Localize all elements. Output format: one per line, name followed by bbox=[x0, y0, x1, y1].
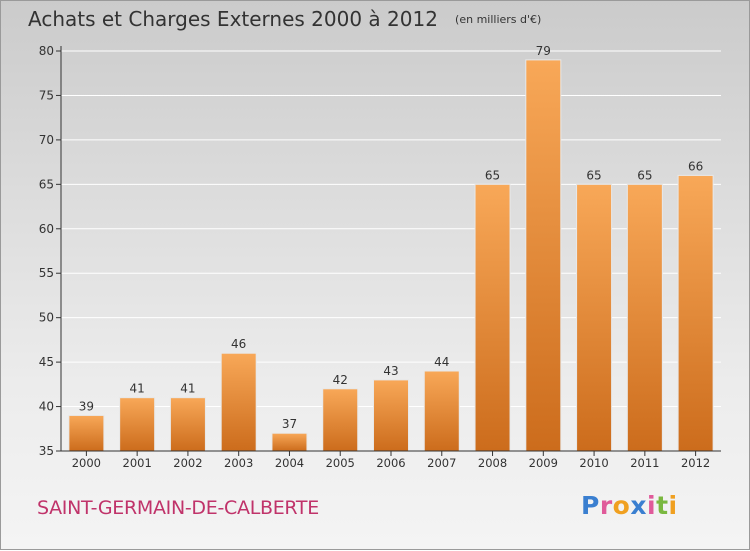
y-tick-label: 40 bbox=[39, 400, 54, 414]
bar bbox=[119, 397, 156, 452]
bar-value-label: 65 bbox=[485, 168, 500, 182]
x-tick-label: 2005 bbox=[326, 456, 355, 470]
bars-layer bbox=[68, 59, 714, 452]
bar-value-label: 43 bbox=[383, 364, 398, 378]
bar bbox=[576, 183, 613, 452]
bar bbox=[373, 379, 409, 452]
x-tick-label: 2012 bbox=[681, 456, 710, 470]
x-tick-label: 2010 bbox=[579, 456, 608, 470]
y-tick-label: 70 bbox=[39, 133, 54, 147]
logo-letter: i bbox=[647, 491, 657, 520]
bar bbox=[474, 183, 511, 452]
bar-value-label: 37 bbox=[282, 417, 297, 431]
grid-layer bbox=[61, 50, 721, 408]
logo-letter: P bbox=[581, 491, 600, 520]
bar bbox=[220, 352, 257, 452]
bar-value-label: 41 bbox=[180, 382, 195, 396]
bar-value-label: 42 bbox=[333, 373, 348, 387]
logo-letter: o bbox=[612, 491, 631, 520]
bar bbox=[626, 183, 663, 452]
x-tick-label: 2001 bbox=[123, 456, 152, 470]
labels-layer: 39 41 41 46 37 42 43 44 65 79 65 65 66 bbox=[79, 44, 704, 431]
y-tick-label: 50 bbox=[39, 311, 54, 325]
bar bbox=[169, 397, 206, 452]
bar-value-label: 46 bbox=[231, 337, 246, 351]
y-tick-label: 65 bbox=[39, 177, 54, 191]
bar-value-label: 65 bbox=[586, 168, 601, 182]
logo-letter: r bbox=[599, 491, 613, 520]
logo-letter: t bbox=[656, 491, 669, 520]
x-tick-label: 2007 bbox=[427, 456, 456, 470]
chart-subtitle: (en milliers d'€) bbox=[455, 13, 542, 26]
y-tick-label: 45 bbox=[39, 355, 54, 369]
bar bbox=[68, 414, 105, 452]
x-tick-label: 2008 bbox=[478, 456, 507, 470]
y-tick-label: 80 bbox=[39, 44, 54, 58]
bar-value-label: 39 bbox=[79, 399, 94, 413]
x-tick-label: 2004 bbox=[275, 456, 304, 470]
x-tick-label: 2000 bbox=[72, 456, 101, 470]
bar bbox=[423, 370, 460, 452]
logo-letter: i bbox=[668, 491, 678, 520]
bar bbox=[271, 432, 308, 452]
y-tick-label: 60 bbox=[39, 222, 54, 236]
place-name: SAINT-GERMAIN-DE-CALBERTE bbox=[37, 497, 319, 519]
bar bbox=[677, 174, 714, 452]
y-tick-label: 75 bbox=[39, 88, 54, 102]
bar bbox=[322, 388, 359, 452]
y-tick-label: 55 bbox=[39, 266, 54, 280]
bar bbox=[525, 59, 562, 452]
bar-value-label: 41 bbox=[130, 382, 145, 396]
y-tick-label: 35 bbox=[39, 444, 54, 458]
x-tick-label: 2003 bbox=[224, 456, 253, 470]
chart-title: Achats et Charges Externes 2000 à 2012 bbox=[28, 7, 438, 31]
x-tick-label: 2006 bbox=[376, 456, 405, 470]
proxiti-logo: Proxiti bbox=[581, 491, 678, 520]
bar-value-label: 65 bbox=[637, 168, 652, 182]
axis-layer: 35 40 45 50 55 60 65 70 75 80 2000 2001 2002 2003 2004… bbox=[39, 44, 721, 470]
x-tick-label: 2011 bbox=[630, 456, 659, 470]
title-row: Achats et Charges Externes 2000 à 2012 (… bbox=[28, 7, 541, 31]
logo-letter: x bbox=[630, 491, 647, 520]
x-tick-label: 2009 bbox=[529, 456, 558, 470]
x-tick-label: 2002 bbox=[173, 456, 202, 470]
bar-value-label: 79 bbox=[536, 44, 551, 58]
bar-value-label: 44 bbox=[434, 355, 449, 369]
bar-value-label: 66 bbox=[688, 159, 703, 173]
